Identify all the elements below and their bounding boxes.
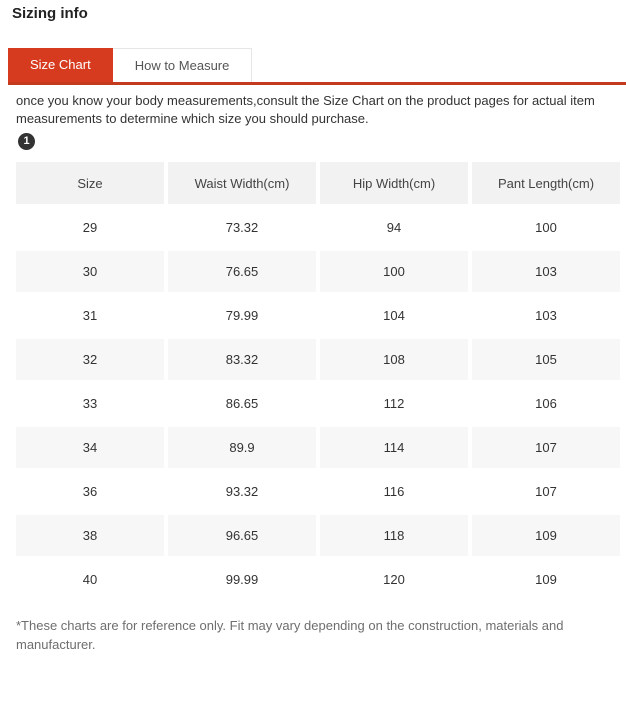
table-cell: 83.32 xyxy=(168,339,316,380)
table-cell: 34 xyxy=(16,427,164,468)
table-cell: 31 xyxy=(16,295,164,336)
tab-bar: Size Chart How to Measure xyxy=(8,48,626,85)
table-row: 40 99.99 120 109 xyxy=(16,559,620,600)
table-cell: 96.65 xyxy=(168,515,316,556)
table-cell: 105 xyxy=(472,339,620,380)
table-cell: 94 xyxy=(320,207,468,248)
table-cell: 104 xyxy=(320,295,468,336)
table-header-cell: Pant Length(cm) xyxy=(472,162,620,204)
table-row: 34 89.9 114 107 xyxy=(16,427,620,468)
table-header-cell: Size xyxy=(16,162,164,204)
table-header-row: Size Waist Width(cm) Hip Width(cm) Pant … xyxy=(16,162,620,204)
disclaimer-note: *These charts are for reference only. Fi… xyxy=(16,618,564,652)
table-cell: 116 xyxy=(320,471,468,512)
table-row: 29 73.32 94 100 xyxy=(16,207,620,248)
table-row: 32 83.32 108 105 xyxy=(16,339,620,380)
table-cell: 108 xyxy=(320,339,468,380)
size-chart-table: Size Waist Width(cm) Hip Width(cm) Pant … xyxy=(12,159,624,603)
table-cell: 86.65 xyxy=(168,383,316,424)
table-cell: 107 xyxy=(472,471,620,512)
table-row: 30 76.65 100 103 xyxy=(16,251,620,292)
tab-size-chart[interactable]: Size Chart xyxy=(8,48,113,82)
table-cell: 30 xyxy=(16,251,164,292)
table-cell: 100 xyxy=(472,207,620,248)
table-cell: 32 xyxy=(16,339,164,380)
table-cell: 120 xyxy=(320,559,468,600)
table-row: 38 96.65 118 109 xyxy=(16,515,620,556)
table-cell: 73.32 xyxy=(168,207,316,248)
table-row: 31 79.99 104 103 xyxy=(16,295,620,336)
table-cell: 79.99 xyxy=(168,295,316,336)
table-cell: 114 xyxy=(320,427,468,468)
table-row: 33 86.65 112 106 xyxy=(16,383,620,424)
table-cell: 40 xyxy=(16,559,164,600)
page-title: Sizing info xyxy=(12,5,88,22)
table-cell: 29 xyxy=(16,207,164,248)
table-cell: 103 xyxy=(472,295,620,336)
size-table-body: 29 73.32 94 100 30 76.65 100 103 31 79.99 104 103 32… xyxy=(16,207,620,600)
table-cell: 100 xyxy=(320,251,468,292)
table-header-cell: Waist Width(cm) xyxy=(168,162,316,204)
table-cell: 103 xyxy=(472,251,620,292)
table-cell: 36 xyxy=(16,471,164,512)
intro-text: once you know your body measurements,con… xyxy=(16,93,595,126)
table-cell: 38 xyxy=(16,515,164,556)
table-cell: 107 xyxy=(472,427,620,468)
table-cell: 109 xyxy=(472,559,620,600)
table-cell: 106 xyxy=(472,383,620,424)
step-1-badge: 1 xyxy=(18,133,35,150)
table-cell: 89.9 xyxy=(168,427,316,468)
size-table-header: Size Waist Width(cm) Hip Width(cm) Pant … xyxy=(16,162,620,204)
tab-how-to-measure[interactable]: How to Measure xyxy=(112,48,253,82)
table-row: 36 93.32 116 107 xyxy=(16,471,620,512)
table-header-cell: Hip Width(cm) xyxy=(320,162,468,204)
table-cell: 93.32 xyxy=(168,471,316,512)
table-cell: 109 xyxy=(472,515,620,556)
table-cell: 112 xyxy=(320,383,468,424)
table-cell: 99.99 xyxy=(168,559,316,600)
table-cell: 76.65 xyxy=(168,251,316,292)
table-cell: 118 xyxy=(320,515,468,556)
table-cell: 33 xyxy=(16,383,164,424)
